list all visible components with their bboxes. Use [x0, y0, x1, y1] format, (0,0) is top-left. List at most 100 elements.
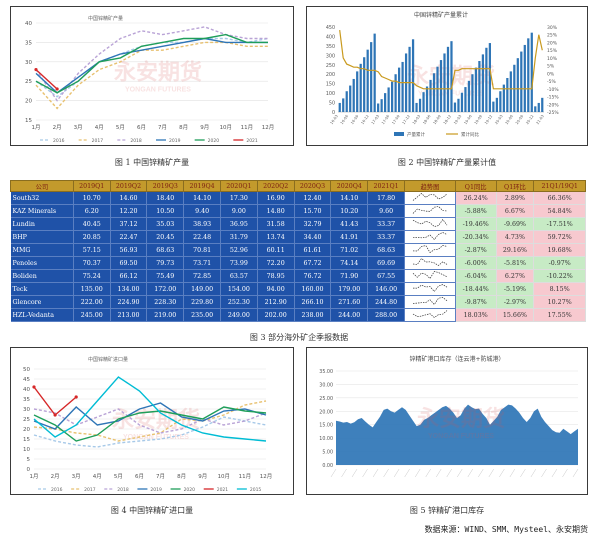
quarter-output-cell: 73.99: [220, 256, 258, 270]
peer-quarterly-table: 公司 2019Q1 2019Q2 2019Q3 2019Q4 2020Q1 2020Q2 20…: [10, 180, 586, 322]
data-source-note: 数据来源：WIND、SMM、Mysteel、永安期货: [424, 525, 588, 534]
fig1-xtick-label: 11月: [241, 124, 254, 131]
quarter-output-cell: 219.00: [146, 308, 185, 322]
fig5-ytick-label: 5.00: [322, 450, 333, 456]
fig2-xtick-label: 19-06: [463, 114, 473, 125]
fig4-xtick-label: 7月: [156, 473, 165, 480]
quarter-output-cell: 14.10: [330, 191, 369, 205]
fig5-xtick-mark: [551, 468, 558, 478]
fig2-y2tick-label: 15%: [547, 48, 558, 54]
quarter-output-cell: 238.00: [294, 308, 332, 322]
quarter-output-cell: 70.81: [183, 243, 221, 257]
fig4-legend-label: 2021: [217, 487, 229, 493]
fig2-ytick-label: 150: [326, 82, 335, 88]
fig4-xtick-label: 8月: [177, 473, 186, 480]
fig2-bar: [387, 87, 390, 112]
fig2-legend-label: 产量累计: [407, 131, 425, 138]
yoy-change-cell: -5.88%: [455, 204, 497, 218]
fig2-legend-swatch-bar: [394, 132, 404, 136]
fig2-y2tick-label: 20%: [547, 40, 558, 46]
quarter-output-cell: 35.03: [146, 217, 185, 231]
fig5-xtick-mark: [488, 468, 495, 478]
fig2-xtick-label: 16-09: [350, 114, 360, 125]
quarter-output-cell: 34.40: [294, 230, 332, 244]
quarter-output-cell: 57.15: [73, 243, 111, 257]
fig5-ytick-label: 25.00: [319, 396, 333, 402]
quarter-output-cell: 12.20: [110, 204, 148, 218]
table-row: Teck 135.00 134.00 172.00 149.00 154.00 94.00 1…: [10, 282, 586, 296]
fig2-bar: [495, 97, 498, 112]
fig1-ytick-label: 40: [25, 21, 32, 27]
fig4-ytick-label: 40: [23, 387, 30, 393]
trend-sparkline: [412, 232, 448, 241]
fig1-xtick-label: 12月: [262, 124, 275, 131]
fig4-xtick-label: 2月: [51, 473, 60, 480]
fig5-xtick-mark: [467, 468, 473, 478]
fig2-bar: [499, 91, 502, 112]
fig4-ytick-label: 5: [27, 457, 31, 463]
quarter-output-cell: 71.02: [330, 243, 369, 257]
fig1-caption: 图 1 中国锌精矿产量: [114, 158, 190, 167]
watermark-logo-text: 永安期货: [417, 406, 505, 431]
vs-2019-change-cell: 10.27%: [533, 295, 586, 309]
fig4-series-line-2017: [33, 400, 267, 442]
fig4-xtick-label: 3月: [72, 473, 81, 480]
company-name-cell: MMG: [10, 243, 74, 257]
qoq-change-cell: -2.97%: [496, 295, 535, 309]
quarter-output-cell: 72.85: [183, 269, 221, 283]
fig4-xtick-label: 12月: [260, 473, 273, 480]
fig4-ytick-label: 25: [23, 417, 30, 423]
fig4-legend-label: 2016: [51, 487, 63, 493]
quarter-output-cell: 17.30: [220, 191, 258, 205]
quarter-output-cell: 154.00: [220, 282, 258, 296]
fig5-caption: 图 5 锌精矿港口库存: [409, 506, 485, 515]
fig5-ytick-label: 35.00: [319, 369, 333, 375]
quarter-output-cell: 33.37: [367, 230, 405, 244]
fig5-xtick-mark: [351, 468, 358, 478]
qoq-change-cell: 15.66%: [496, 308, 535, 322]
fig1-series-line-2017: [35, 41, 268, 110]
fig2-bar: [471, 74, 474, 112]
fig1-ytick-label: 20: [25, 99, 32, 105]
fig5-xtick-mark: [446, 468, 452, 478]
quarter-output-cell: 37.12: [110, 217, 148, 231]
quarter-output-cell: 69.69: [367, 256, 405, 270]
fig1-xtick-label: 9月: [200, 124, 209, 131]
fig5-xtick-mark: [341, 468, 347, 478]
fig2-xtick-label: 18-12: [443, 114, 452, 125]
fig2-ytick-label: 200: [326, 72, 335, 78]
trend-sparkline: [412, 257, 448, 266]
qoq-change-cell: -9.69%: [496, 217, 535, 231]
fig1-title: 中国锌精矿产量: [88, 15, 123, 22]
trend-sparkline: [412, 245, 447, 253]
fig4-legend-label: 2018: [117, 487, 129, 493]
fig2-xtick-label: 17-06: [381, 114, 391, 125]
fig2-bar: [356, 71, 359, 112]
quarter-output-cell: 202.00: [257, 308, 295, 322]
fig1-xtick-label: 4月: [95, 124, 104, 131]
fig2-legend-label: 累计同比: [461, 131, 479, 138]
fig2-xtick-label: 20-09: [515, 114, 525, 125]
table-row: Lundin 40.45 37.12 35.03 38.93 36.95 31.58 32.7…: [10, 217, 586, 231]
fig2-bar: [429, 79, 432, 112]
fig2-bar: [474, 67, 478, 112]
company-name-cell: BHP: [10, 230, 74, 244]
quarter-output-cell: 172.00: [146, 282, 185, 296]
quarter-output-cell: 9.40: [183, 204, 221, 218]
quarter-output-cell: 229.80: [183, 295, 221, 309]
fig2-ytick-label: 250: [326, 63, 335, 69]
fig2-bar: [359, 63, 362, 112]
qoq-change-cell: 6.67%: [496, 204, 535, 218]
vs-2019-change-cell: 19.68%: [533, 243, 586, 257]
quarter-output-cell: 245.00: [73, 308, 111, 322]
fig2-bar: [457, 98, 460, 112]
yoy-change-cell: -19.46%: [455, 217, 497, 231]
trend-sparkline: [412, 193, 448, 201]
fig5-xtick-mark: [404, 468, 410, 478]
watermark-logo-text: 永安期货: [114, 60, 202, 85]
quarter-output-cell: 10.20: [330, 204, 369, 218]
fig2-bar: [352, 78, 355, 112]
fig4-chart: 中国锌精矿进口量 0 5 10 15 20 25 30 35 40 45 50 1月 2月 3月 4月 5月 6月…: [23, 356, 273, 493]
quarter-output-cell: 74.14: [330, 256, 369, 270]
table-header-cell: 2019Q3: [146, 180, 185, 192]
